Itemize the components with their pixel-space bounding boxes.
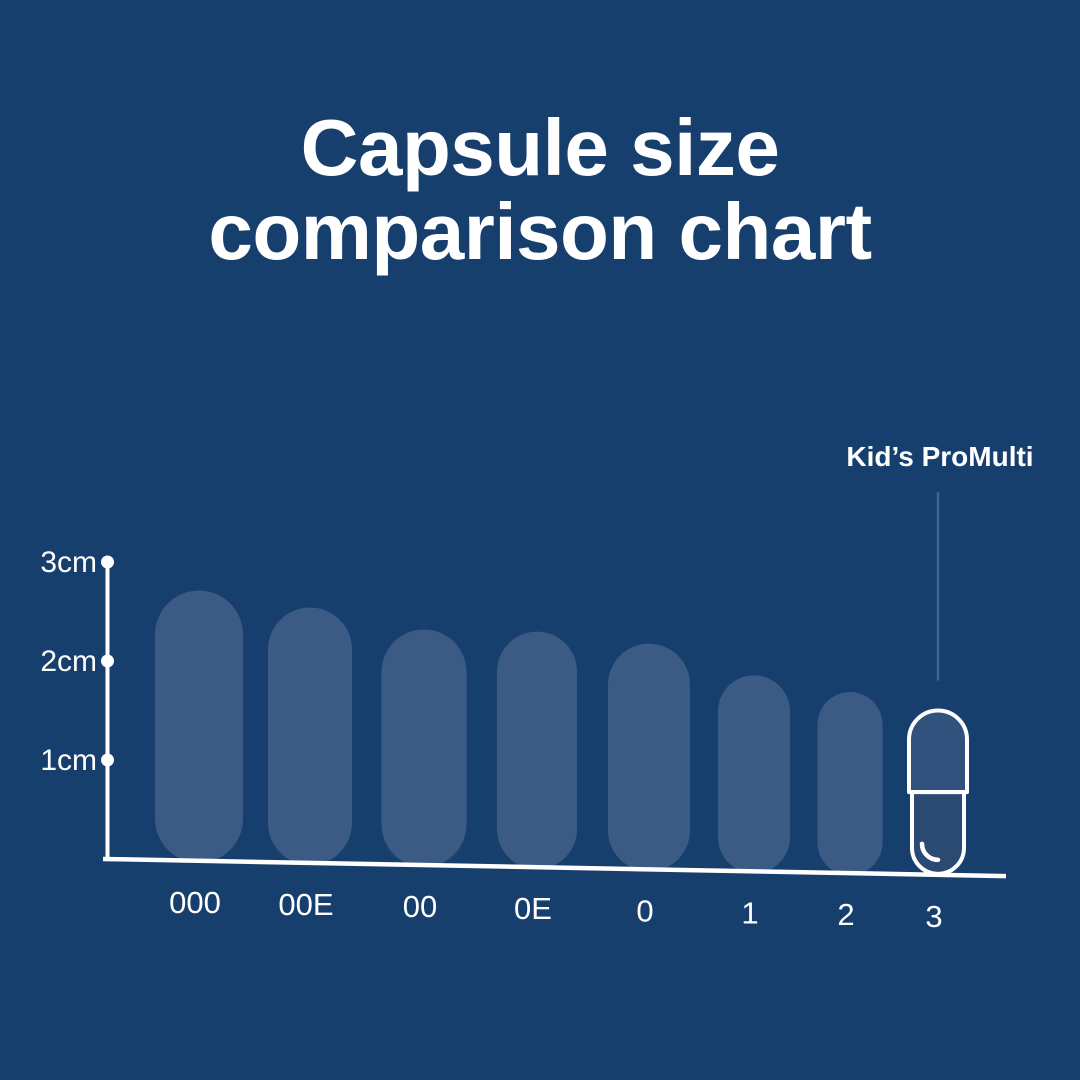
page-title: Capsule size comparison chart: [208, 103, 872, 276]
x-tick-label-3: 3: [925, 899, 942, 934]
y-tick-label-3cm: 3cm: [40, 546, 97, 579]
y-tick-label-2cm: 2cm: [40, 645, 97, 678]
capsule-2: [817, 692, 883, 876]
capsule-shine-icon: [919, 841, 941, 863]
highlight-capsule-cap: [907, 708, 969, 795]
x-tick-label-1: 1: [741, 895, 758, 930]
capsule-0E: [497, 631, 577, 870]
capsule-00E: [268, 607, 352, 865]
capsule-00: [381, 629, 467, 868]
capsule-0: [608, 643, 690, 872]
x-tick-label-0: 0: [636, 893, 653, 928]
x-tick-label-00: 00: [403, 889, 437, 924]
highlight-annotation-label: Kid’s ProMulti: [846, 441, 1034, 472]
capsule-1: [718, 675, 790, 874]
x-tick-label-0E: 0E: [514, 891, 552, 926]
y-tick-dot-2cm: [101, 654, 114, 668]
x-tick-label-2: 2: [837, 897, 854, 932]
highlight-capsule: [907, 708, 969, 876]
x-tick-label-00E: 00E: [278, 887, 333, 922]
y-tick-dot-3cm: [101, 555, 114, 569]
x-axis: [102, 856, 1007, 879]
x-tick-label-000: 000: [169, 885, 221, 920]
capsule-000: [155, 590, 243, 863]
y-tick-dot-1cm: [101, 753, 114, 767]
y-tick-label-1cm: 1cm: [40, 744, 97, 777]
